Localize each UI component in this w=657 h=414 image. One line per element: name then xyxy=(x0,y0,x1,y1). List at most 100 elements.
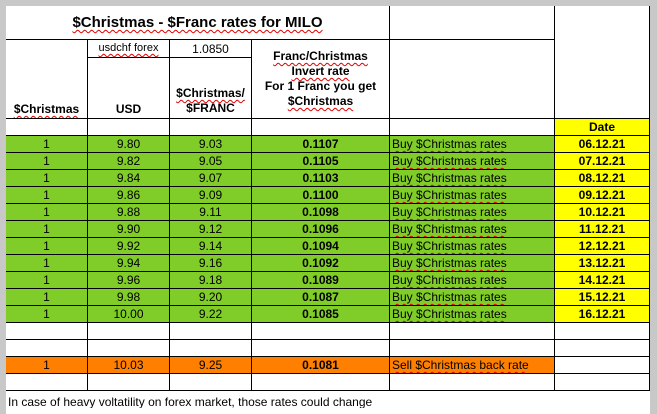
sheet-cell[interactable] xyxy=(170,323,252,340)
rate-cell-per-franc[interactable]: 9.12 xyxy=(170,221,252,238)
rate-cell-invert[interactable]: 0.1085 xyxy=(252,306,390,323)
sheet-cell[interactable] xyxy=(390,40,555,119)
rate-cell-usd[interactable]: 9.92 xyxy=(88,238,170,255)
rate-cell-invert[interactable]: 0.1094 xyxy=(252,238,390,255)
rate-cell-per-franc[interactable]: 9.03 xyxy=(170,136,252,153)
footer-note[interactable]: In case of heavy voltatility on forex ma… xyxy=(6,391,650,408)
sheet-cell[interactable] xyxy=(390,6,555,40)
header-invert-rate[interactable]: Franc/Christmas Invert rate For 1 Franc yo… xyxy=(252,40,390,119)
sell-cell-per-franc[interactable]: 9.25 xyxy=(170,357,252,374)
sheet-cell[interactable] xyxy=(390,323,555,340)
rate-cell-usd[interactable]: 9.86 xyxy=(88,187,170,204)
rate-cell-usd[interactable]: 9.80 xyxy=(88,136,170,153)
rate-cell-action[interactable]: Buy $Christmas rates xyxy=(390,204,555,221)
rate-cell-invert[interactable]: 0.1092 xyxy=(252,255,390,272)
sheet-cell[interactable] xyxy=(88,119,170,136)
rate-cell-per-franc[interactable]: 9.22 xyxy=(170,306,252,323)
sheet-cell[interactable] xyxy=(88,374,170,391)
rate-cell-invert[interactable]: 0.1103 xyxy=(252,170,390,187)
rate-cell-per-franc[interactable]: 9.11 xyxy=(170,204,252,221)
sheet-cell[interactable] xyxy=(390,119,555,136)
sell-cell-action[interactable]: Sell $Christmas back rate xyxy=(390,357,555,374)
rate-cell-date[interactable]: 07.12.21 xyxy=(555,153,650,170)
rate-cell-usd[interactable]: 10.00 xyxy=(88,306,170,323)
rate-cell-action[interactable]: Buy $Christmas rates xyxy=(390,238,555,255)
rate-cell-date[interactable]: 09.12.21 xyxy=(555,187,650,204)
sheet-cell[interactable] xyxy=(88,323,170,340)
rate-cell-christmas[interactable]: 1 xyxy=(6,204,88,221)
rate-cell-per-franc[interactable]: 9.14 xyxy=(170,238,252,255)
rate-cell-christmas[interactable]: 1 xyxy=(6,170,88,187)
rate-cell-per-franc[interactable]: 9.18 xyxy=(170,272,252,289)
rate-cell-date[interactable]: 13.12.21 xyxy=(555,255,650,272)
rate-cell-action[interactable]: Buy $Christmas rates xyxy=(390,170,555,187)
rate-cell-action[interactable]: Buy $Christmas rates xyxy=(390,255,555,272)
rate-cell-per-franc[interactable]: 9.20 xyxy=(170,289,252,306)
rate-cell-action[interactable]: Buy $Christmas rates xyxy=(390,221,555,238)
sheet-cell[interactable] xyxy=(6,374,88,391)
rate-cell-action[interactable]: Buy $Christmas rates xyxy=(390,153,555,170)
sheet-cell[interactable] xyxy=(88,340,170,357)
sheet-cell[interactable] xyxy=(390,374,555,391)
rate-cell-date[interactable]: 08.12.21 xyxy=(555,170,650,187)
rate-cell-christmas[interactable]: 1 xyxy=(6,289,88,306)
sheet-cell[interactable] xyxy=(555,340,650,357)
rate-cell-date[interactable]: 16.12.21 xyxy=(555,306,650,323)
rate-cell-usd[interactable]: 9.84 xyxy=(88,170,170,187)
sheet-cell[interactable] xyxy=(252,119,390,136)
rate-cell-usd[interactable]: 9.90 xyxy=(88,221,170,238)
rate-cell-invert[interactable]: 0.1107 xyxy=(252,136,390,153)
rate-cell-action[interactable]: Buy $Christmas rates xyxy=(390,306,555,323)
rate-cell-per-franc[interactable]: 9.07 xyxy=(170,170,252,187)
rate-cell-invert[interactable]: 0.1100 xyxy=(252,187,390,204)
rate-cell-action[interactable]: Buy $Christmas rates xyxy=(390,272,555,289)
rate-cell-action[interactable]: Buy $Christmas rates xyxy=(390,289,555,306)
rate-cell-date[interactable]: 12.12.21 xyxy=(555,238,650,255)
rate-cell-christmas[interactable]: 1 xyxy=(6,153,88,170)
rate-cell-action[interactable]: Buy $Christmas rates xyxy=(390,136,555,153)
forex-label[interactable]: usdchf forex xyxy=(88,40,170,58)
rate-cell-invert[interactable]: 0.1096 xyxy=(252,221,390,238)
rate-cell-invert[interactable]: 0.1098 xyxy=(252,204,390,221)
rate-cell-invert[interactable]: 0.1089 xyxy=(252,272,390,289)
rate-cell-date[interactable]: 06.12.21 xyxy=(555,136,650,153)
rate-cell-date[interactable]: 14.12.21 xyxy=(555,272,650,289)
header-christmas-per-franc[interactable]: $Christmas/$FRANC xyxy=(170,58,252,119)
rate-cell-christmas[interactable]: 1 xyxy=(6,238,88,255)
header-date[interactable]: Date xyxy=(555,119,650,136)
sheet-cell[interactable] xyxy=(170,374,252,391)
rate-cell-usd[interactable]: 9.98 xyxy=(88,289,170,306)
sheet-cell[interactable] xyxy=(170,340,252,357)
sheet-cell[interactable] xyxy=(555,357,650,374)
sheet-cell[interactable] xyxy=(252,374,390,391)
rate-cell-action[interactable]: Buy $Christmas rates xyxy=(390,187,555,204)
sheet-cell[interactable] xyxy=(6,119,88,136)
rate-cell-date[interactable]: 15.12.21 xyxy=(555,289,650,306)
sell-cell-usd[interactable]: 10.03 xyxy=(88,357,170,374)
rate-cell-date[interactable]: 10.12.21 xyxy=(555,204,650,221)
sell-cell-christmas[interactable]: 1 xyxy=(6,357,88,374)
rate-cell-usd[interactable]: 9.94 xyxy=(88,255,170,272)
sheet-cell[interactable] xyxy=(252,340,390,357)
rate-cell-date[interactable]: 11.12.21 xyxy=(555,221,650,238)
rate-cell-per-franc[interactable]: 9.05 xyxy=(170,153,252,170)
rate-cell-usd[interactable]: 9.88 xyxy=(88,204,170,221)
rate-cell-christmas[interactable]: 1 xyxy=(6,136,88,153)
sheet-cell[interactable] xyxy=(170,119,252,136)
rate-cell-invert[interactable]: 0.1087 xyxy=(252,289,390,306)
sheet-cell[interactable] xyxy=(555,6,650,119)
sheet-cell[interactable] xyxy=(555,323,650,340)
rate-cell-christmas[interactable]: 1 xyxy=(6,272,88,289)
header-christmas[interactable]: $Christmas xyxy=(6,40,88,119)
sheet-cell[interactable] xyxy=(6,323,88,340)
rate-cell-christmas[interactable]: 1 xyxy=(6,221,88,238)
sheet-cell[interactable] xyxy=(555,374,650,391)
rate-cell-invert[interactable]: 0.1105 xyxy=(252,153,390,170)
sheet-cell[interactable] xyxy=(390,340,555,357)
rate-cell-usd[interactable]: 9.82 xyxy=(88,153,170,170)
forex-value[interactable]: 1.0850 xyxy=(170,40,252,58)
sheet-cell[interactable] xyxy=(252,323,390,340)
sell-cell-invert[interactable]: 0.1081 xyxy=(252,357,390,374)
rate-cell-per-franc[interactable]: 9.16 xyxy=(170,255,252,272)
rate-cell-usd[interactable]: 9.96 xyxy=(88,272,170,289)
